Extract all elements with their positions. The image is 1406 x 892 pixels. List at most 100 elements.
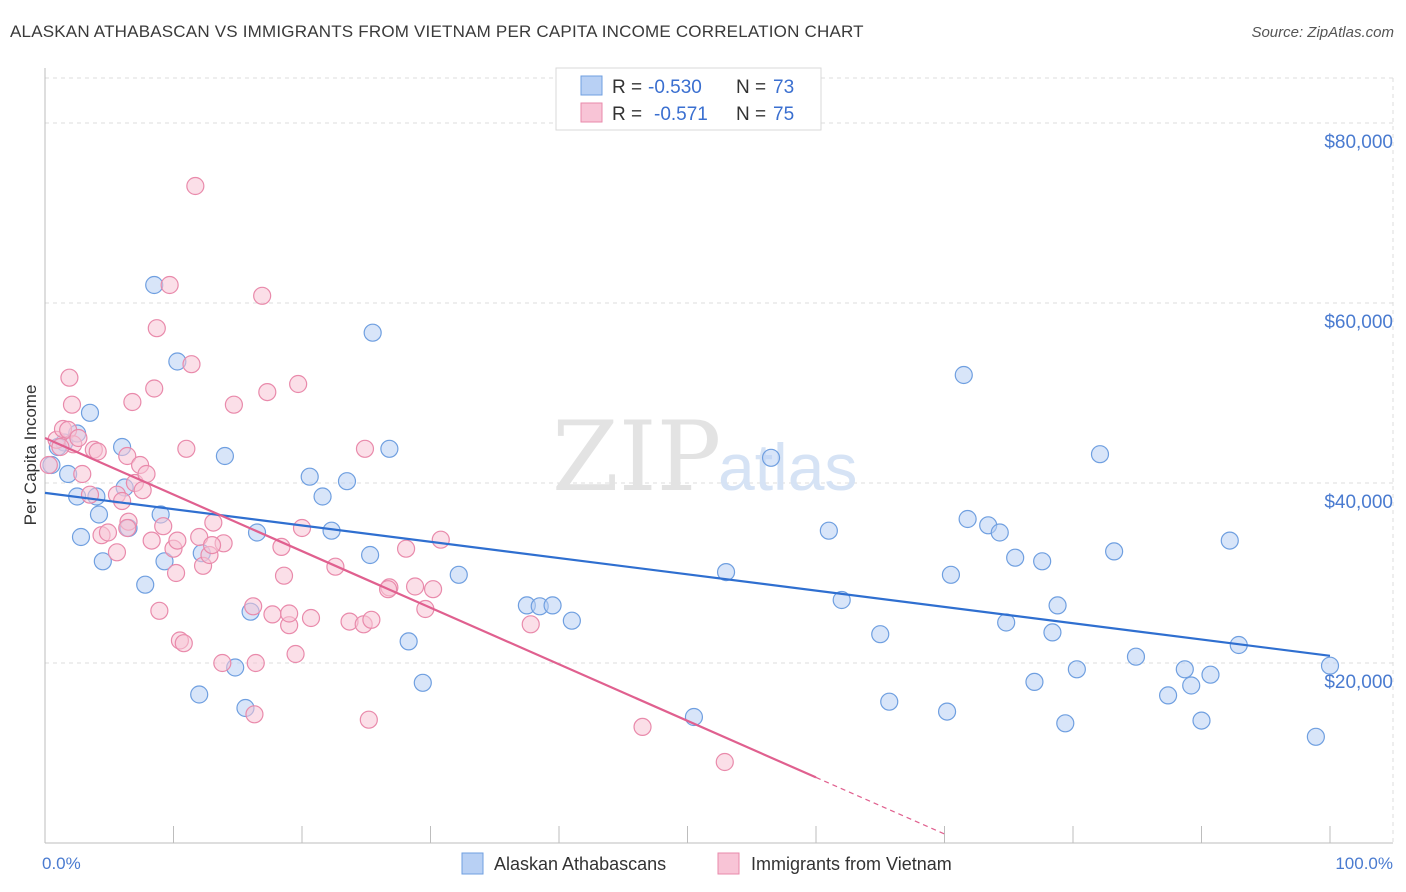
- blue-data-point: [136, 575, 155, 594]
- legend-r-value-pink: -0.571: [654, 104, 708, 125]
- blue-data-point: [93, 552, 112, 571]
- blue-data-point: [89, 505, 109, 524]
- blue-data-point: [937, 702, 957, 721]
- pink-data-point: [224, 395, 243, 414]
- blue-data-point: [819, 521, 838, 540]
- blue-data-point: [413, 673, 432, 692]
- blue-data-point: [832, 590, 851, 610]
- pink-data-point: [62, 395, 82, 414]
- pink-data-point: [715, 752, 734, 772]
- pink-data-point: [123, 392, 142, 412]
- blue-data-point: [215, 446, 234, 466]
- pink-data-point: [396, 539, 416, 558]
- pink-data-point: [246, 653, 265, 673]
- series-points: [39, 176, 1340, 772]
- pink-data-point: [274, 566, 294, 585]
- pink-trend-line-extension: [815, 776, 945, 835]
- watermark-atlas: atlas: [718, 430, 857, 504]
- x-tick-label-start: 0.0%: [42, 854, 81, 873]
- pink-data-point: [244, 597, 263, 616]
- blue-data-point: [361, 545, 380, 565]
- y-tick-label: $20,000: [1324, 672, 1393, 693]
- legend-n-value-blue: 73: [773, 77, 794, 98]
- blue-data-point: [880, 692, 899, 711]
- blue-data-point: [1033, 552, 1052, 571]
- blue-data-point: [1056, 714, 1075, 733]
- blue-data-point: [380, 439, 399, 458]
- pink-trend-line: [44, 436, 817, 779]
- pink-data-point: [280, 604, 299, 623]
- bottom-legend: Alaskan Athabascans Immigrants from Viet…: [461, 852, 952, 875]
- legend-r-label-blue: R =: [612, 77, 642, 98]
- y-tick-label: $40,000: [1324, 492, 1393, 513]
- y-tick-label: $60,000: [1324, 312, 1393, 333]
- pink-data-point: [147, 319, 166, 338]
- bottom-legend-swatch-pink: [717, 852, 740, 875]
- pink-data-point: [355, 439, 375, 458]
- pink-data-point: [286, 644, 305, 664]
- blue-data-point: [1048, 596, 1067, 615]
- blue-data-point: [1090, 445, 1110, 464]
- pink-data-point: [142, 531, 161, 550]
- axes: $20,000 $40,000 $60,000 $80,000 0.0% 100.0%: [42, 68, 1393, 873]
- blue-data-point: [1201, 665, 1220, 684]
- blue-data-point: [1126, 647, 1146, 666]
- blue-data-point: [716, 562, 736, 582]
- pink-data-point: [73, 464, 92, 484]
- pink-data-point: [118, 518, 137, 538]
- pink-data-point: [301, 608, 321, 628]
- legend-n-label-pink: N =: [736, 104, 766, 125]
- blue-data-point: [1220, 531, 1239, 550]
- blue-data-point: [941, 565, 961, 584]
- blue-data-point: [990, 523, 1009, 542]
- blue-data-point: [954, 365, 973, 385]
- pink-data-point: [98, 523, 118, 542]
- blue-data-point: [958, 509, 977, 529]
- pink-data-point: [60, 368, 79, 387]
- blue-data-point: [1043, 623, 1062, 642]
- y-tick-label: $80,000: [1324, 132, 1393, 153]
- blue-data-point: [871, 625, 890, 644]
- blue-data-point: [363, 323, 382, 342]
- blue-data-point: [155, 552, 174, 571]
- pink-data-point: [107, 543, 127, 562]
- blue-data-point: [1320, 656, 1340, 675]
- legend-n-label-blue: N =: [736, 77, 766, 98]
- chart-source: Source: ZipAtlas.com: [1251, 24, 1394, 41]
- blue-data-point: [1306, 727, 1325, 746]
- blue-data-point: [761, 448, 781, 467]
- y-axis-label: Per Capita Income: [21, 385, 40, 526]
- blue-data-point: [190, 685, 209, 704]
- pink-data-point: [263, 605, 282, 624]
- blue-data-point: [1067, 660, 1086, 679]
- pink-data-point: [160, 275, 179, 295]
- x-tick-label-end: 100.0%: [1335, 854, 1393, 873]
- legend-box: R = -0.530 N = 73 R = -0.571 N = 75: [555, 67, 822, 131]
- blue-data-point: [1192, 711, 1211, 730]
- blue-data-point: [145, 275, 164, 295]
- blue-data-point: [1006, 548, 1025, 567]
- blue-data-point: [399, 632, 418, 651]
- blue-data-point: [337, 472, 357, 491]
- pink-data-point: [521, 615, 540, 634]
- pink-data-point: [182, 355, 201, 374]
- pink-data-point: [633, 717, 652, 737]
- watermark: ZIP atlas: [552, 401, 857, 513]
- chart-title: ALASKAN ATHABASCAN VS IMMIGRANTS FROM VI…: [10, 22, 864, 41]
- pink-data-point: [145, 379, 164, 398]
- blue-data-point: [1175, 660, 1194, 679]
- pink-data-point: [362, 610, 381, 629]
- watermark-zip: ZIP: [552, 401, 721, 513]
- pink-data-point: [190, 527, 209, 547]
- pink-data-point: [202, 535, 222, 555]
- blue-data-point: [1182, 676, 1201, 695]
- blue-data-point: [449, 565, 468, 584]
- legend-n-value-pink: 75: [773, 104, 794, 125]
- pink-data-point: [154, 517, 173, 536]
- pink-data-point: [405, 577, 425, 596]
- blue-data-point: [543, 596, 562, 615]
- trend-lines: [44, 436, 1331, 835]
- blue-data-point: [313, 487, 332, 506]
- pink-data-point: [359, 710, 378, 729]
